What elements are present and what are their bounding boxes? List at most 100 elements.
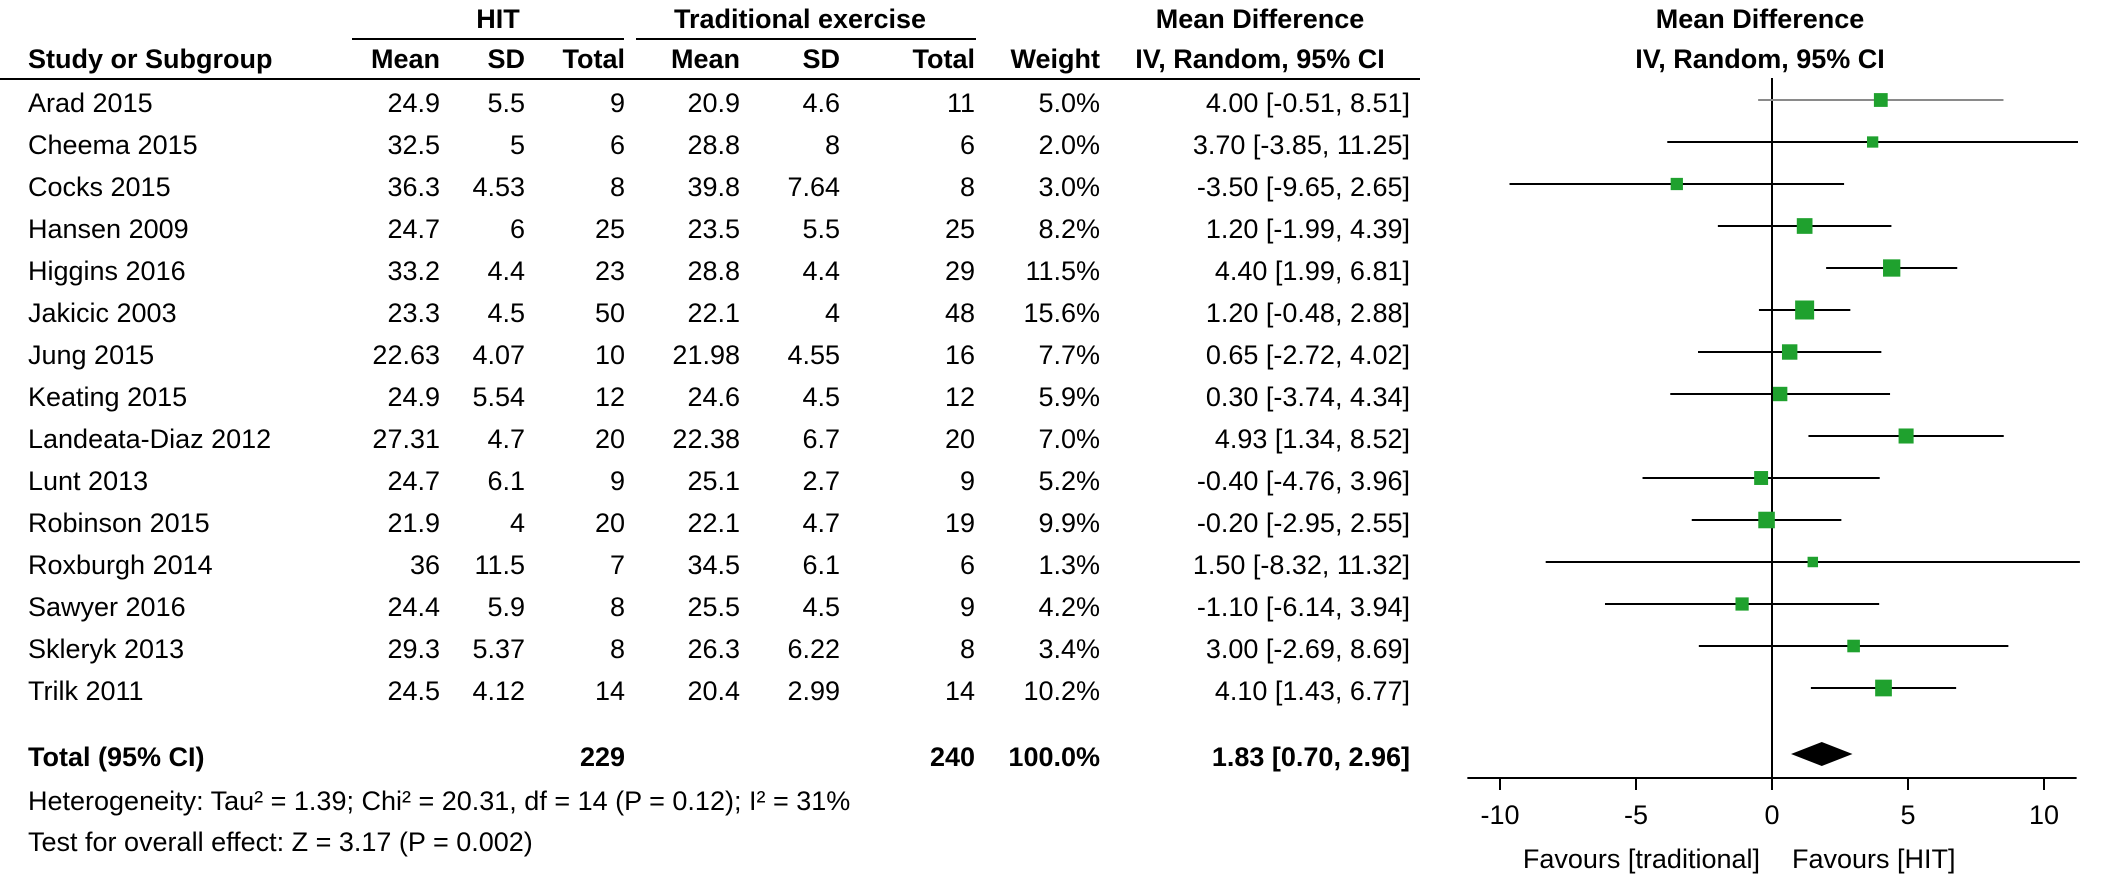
hit-total: 23 [594, 256, 625, 286]
trad-total: 19 [944, 508, 975, 538]
weight: 15.6% [1023, 298, 1100, 328]
effect-square [1754, 471, 1769, 485]
hit-total: 50 [594, 298, 625, 328]
trad-sd: 4.7 [802, 508, 840, 538]
trad-mean: 28.8 [687, 256, 740, 286]
hit-group-underline [352, 38, 624, 40]
effect-square [1847, 639, 1860, 653]
trad-mean: 26.3 [687, 634, 740, 664]
weight: 5.9% [1038, 382, 1100, 412]
study-name: Roxburgh 2014 [28, 550, 213, 580]
weight: 3.0% [1038, 172, 1100, 202]
study-name: Lunt 2013 [28, 466, 149, 496]
hit-sd: 4.07 [472, 340, 525, 370]
hit-group-header: HIT [476, 4, 520, 34]
trad-sd: 6.7 [802, 424, 840, 454]
x-tick-label: -10 [1480, 800, 1520, 830]
effect-square [1807, 556, 1819, 568]
trad-total: 6 [959, 130, 975, 160]
trad-sd: 6.1 [802, 550, 840, 580]
hit-sd: 6 [509, 214, 525, 244]
hit-total: 7 [609, 550, 625, 580]
study-name: Hansen 2009 [28, 214, 189, 244]
trad-group-underline [636, 38, 976, 40]
trad-sd: 7.64 [787, 172, 840, 202]
hit-sd: 5.54 [472, 382, 525, 412]
hit-sd: 4 [509, 508, 525, 538]
weight: 11.5% [1025, 256, 1100, 286]
trad-sd: 4.55 [787, 340, 840, 370]
weight: 3.4% [1038, 634, 1100, 664]
header-rule [0, 78, 1420, 80]
effect-square [1898, 428, 1914, 444]
weight: 5.2% [1038, 466, 1100, 496]
x-tick-label: 10 [2028, 800, 2060, 830]
hit-total: 8 [609, 592, 625, 622]
hit-total: 9 [609, 466, 625, 496]
hit-sd: 4.12 [472, 676, 525, 706]
overall-effect-text: Test for overall effect: Z = 3.17 (P = 0… [28, 827, 533, 857]
hit-total: 10 [594, 340, 625, 370]
effect-square [1670, 177, 1683, 191]
mean-difference-ci: -1.10 [-6.14, 3.94] [1196, 592, 1410, 622]
study-name: Jung 2015 [28, 340, 155, 370]
trad-total: 25 [944, 214, 975, 244]
trad-total: 14 [944, 676, 975, 706]
hit-sd: 5.5 [487, 88, 525, 118]
weight: 2.0% [1038, 130, 1100, 160]
trad-total: 16 [944, 340, 975, 370]
trad-sd: 4.4 [802, 256, 840, 286]
hit-mean: 24.5 [387, 676, 440, 706]
md-column-title: Mean Difference [1155, 4, 1365, 34]
effect-square [1875, 679, 1892, 697]
trad-total: 6 [959, 550, 975, 580]
weight: 10.2% [1023, 676, 1100, 706]
weight: 7.7% [1038, 340, 1100, 370]
hit-sd: 5 [509, 130, 525, 160]
trad-sd: 2.99 [787, 676, 840, 706]
hit-total: 12 [594, 382, 625, 412]
hit-total: 9 [609, 88, 625, 118]
mean-difference-ci: 3.70 [-3.85, 11.25] [1192, 130, 1410, 160]
effect-square [1772, 386, 1788, 402]
weight: 7.0% [1038, 424, 1100, 454]
hit-total: 8 [609, 634, 625, 664]
trad-mean: 25.5 [687, 592, 740, 622]
hit-mean: 36.3 [387, 172, 440, 202]
trad-mean: 20.9 [687, 88, 740, 118]
hit-sd-header: SD [487, 44, 525, 74]
study-name: Skleryk 2013 [28, 634, 185, 664]
hit-sd: 4.4 [487, 256, 525, 286]
hit-mean: 23.3 [387, 298, 440, 328]
effect-square [1735, 597, 1749, 611]
study-name: Landeata-Diaz 2012 [28, 424, 272, 454]
mean-difference-ci: -0.40 [-4.76, 3.96] [1196, 466, 1410, 496]
mean-difference-ci: 4.40 [1.99, 6.81] [1214, 256, 1410, 286]
mean-difference-ci: 1.20 [-0.48, 2.88] [1205, 298, 1410, 328]
hit-total: 8 [609, 172, 625, 202]
hit-total: 20 [594, 508, 625, 538]
trad-group-header: Traditional exercise [673, 4, 927, 34]
hit-mean: 32.5 [387, 130, 440, 160]
hit-mean: 21.9 [387, 508, 440, 538]
hit-mean: 24.9 [387, 382, 440, 412]
effect-square [1758, 511, 1775, 529]
trad-sd: 6.22 [787, 634, 840, 664]
hit-sd: 6.1 [487, 466, 525, 496]
mean-difference-ci: -3.50 [-9.65, 2.65] [1196, 172, 1410, 202]
trad-mean: 34.5 [687, 550, 740, 580]
trad-mean: 24.6 [687, 382, 740, 412]
effect-square [1883, 259, 1901, 277]
pooled-ci: 1.83 [0.70, 2.96] [1211, 742, 1410, 772]
trad-mean: 22.1 [687, 298, 740, 328]
trad-sd: 4.5 [802, 382, 840, 412]
trad-total: 20 [944, 424, 975, 454]
hit-total: 14 [594, 676, 625, 706]
favours-traditional-label: Favours [traditional] [1522, 844, 1760, 874]
weight: 8.2% [1038, 214, 1100, 244]
hit-mean: 33.2 [387, 256, 440, 286]
hit-sd: 4.7 [487, 424, 525, 454]
trad-sd: 2.7 [802, 466, 840, 496]
hit-mean: 24.7 [387, 214, 440, 244]
weight: 5.0% [1038, 88, 1100, 118]
